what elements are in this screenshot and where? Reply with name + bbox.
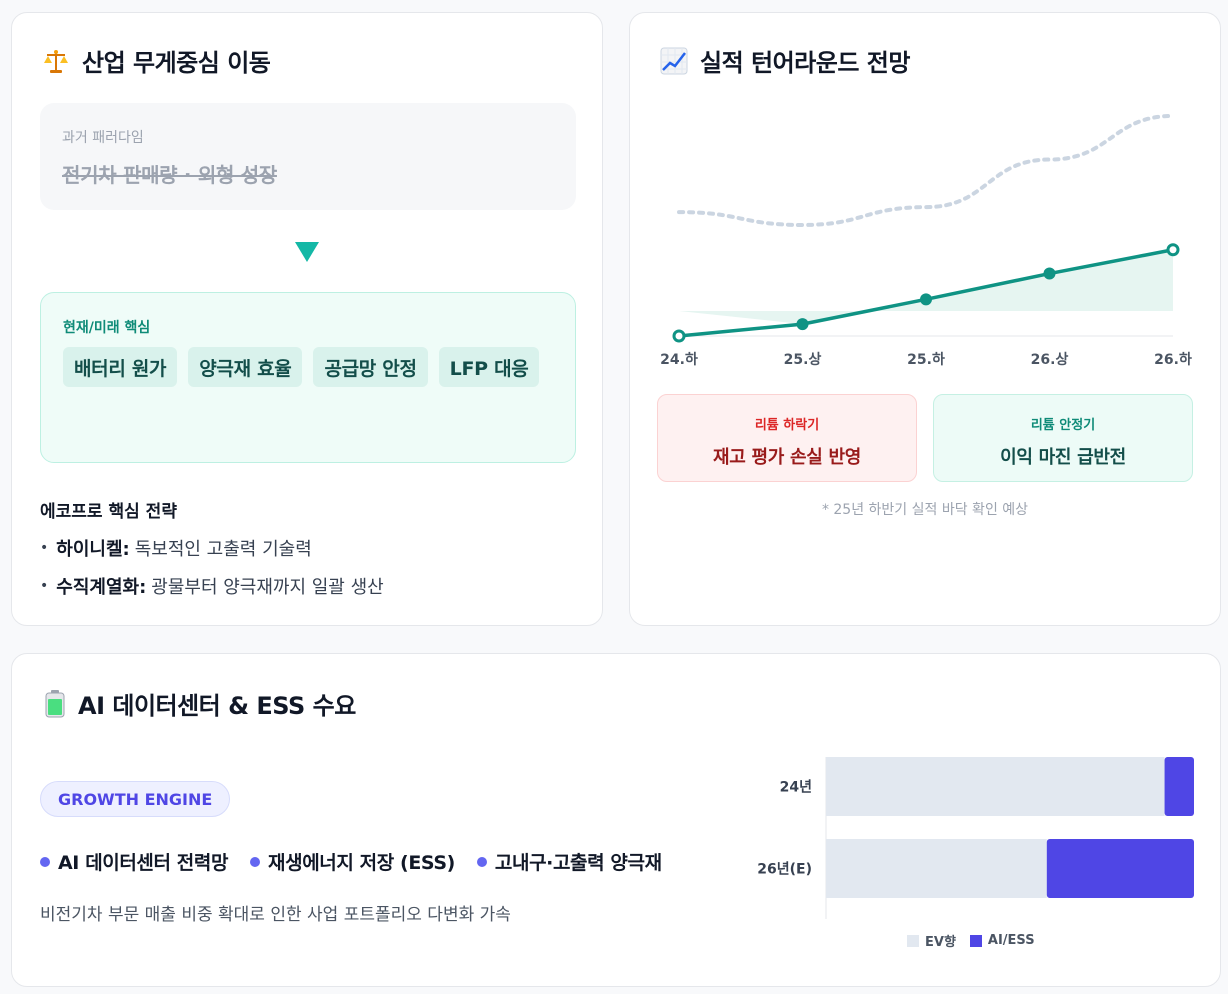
core-chip: 배터리 원가: [63, 347, 178, 387]
current-core-label: 현재/미래 핵심: [63, 320, 151, 336]
growth-engine-badge: GROWTH ENGINE: [40, 781, 231, 817]
industry-shift-card: 산업 무게중심 이동 과거 패러다임 전기차 판매량 · 외형 성장 현재/미래…: [11, 12, 603, 626]
dotted-series-line: [677, 113, 1175, 227]
bar-segment-ev: [826, 757, 1165, 816]
growth-item-label: AI 데이터센터 전력망: [58, 852, 229, 874]
revenue-mix-bar-chart: 24년 26년(E): [757, 757, 1194, 919]
core-chip: 양극재 효율: [188, 347, 303, 387]
x-tick-label: 24.하: [660, 351, 698, 368]
bar-segment-ai-ess: [1046, 839, 1194, 898]
turnaround-title-row: 실적 턴어라운드 전망: [660, 43, 910, 78]
growth-item: AI 데이터센터 전력망: [40, 848, 228, 875]
turnaround-title: 실적 턴어라운드 전망: [700, 49, 910, 77]
bullet-icon: [476, 856, 487, 867]
shift-title: 산업 무게중심 이동: [82, 49, 271, 77]
phase-stable-main: 이익 마진 급반전: [1000, 447, 1126, 468]
legend-swatch: [907, 934, 919, 947]
phase-down-sub: 리튬 하락기: [754, 418, 820, 433]
ai-ess-card: AI 데이터센터 & ESS 수요 GROWTH ENGINE AI 데이터센터…: [11, 653, 1221, 987]
bullet-icon: •: [40, 540, 49, 556]
legend-label: AI/ESS: [987, 933, 1035, 948]
legend-item: EV향: [907, 931, 956, 950]
core-chip: LFP 대응: [438, 347, 540, 387]
core-chip-list: 배터리 원가 양극재 효율 공급망 안정 LFP 대응: [63, 347, 563, 387]
strategy-item: • 수직계열화: 광물부터 양극재까지 일괄 생산: [40, 573, 384, 599]
legend-item: AI/ESS: [969, 931, 1035, 950]
turnaround-card: 실적 턴어라운드 전망 24.하 25.상 25.하 26.상 26.하 리튬 하락기 …: [629, 12, 1221, 626]
bar-segment-ev: [826, 839, 1047, 898]
phase-stable-sub: 리튬 안정기: [1030, 418, 1096, 433]
x-tick-label: 25.상: [784, 352, 822, 368]
battery-icon: [44, 689, 66, 718]
ai-title: AI 데이터센터 & ESS 수요: [78, 692, 356, 720]
current-core-box: 현재/미래 핵심 배터리 원가 양극재 효율 공급망 안정 LFP 대응: [40, 292, 576, 463]
ai-title-row: AI 데이터센터 & ESS 수요: [44, 686, 356, 721]
line-data-point: [796, 318, 809, 331]
lithium-down-phase: 리튬 하락기 재고 평가 손실 반영: [657, 394, 917, 482]
strategy-list: • 하이니켈: 독보적인 고출력 기술력 • 수직계열화: 광물부터 양극재까지…: [40, 535, 384, 611]
strategy-item-text: 독보적인 고출력 기술력: [134, 539, 312, 560]
line-data-point: [920, 293, 932, 306]
line-data-point: [1166, 243, 1180, 257]
past-paradigm-box: 과거 패러다임 전기차 판매량 · 외형 성장: [40, 103, 576, 210]
turnaround-line-chart: 24.하 25.상 25.하 26.상 26.하: [660, 113, 1192, 368]
growth-item-label: 재생에너지 저장 (ESS): [268, 852, 455, 874]
balance-scale-icon: [42, 47, 70, 75]
past-paradigm-label: 과거 패러다임: [62, 130, 144, 146]
bullet-icon: [40, 856, 50, 867]
chart-increasing-icon: [660, 47, 688, 75]
shift-title-row: 산업 무게중심 이동: [42, 43, 271, 78]
bullet-icon: [250, 856, 261, 867]
x-tick-label: 25.하: [907, 351, 945, 368]
legend-swatch: [969, 934, 982, 947]
phase-down-main: 재고 평가 손실 반영: [713, 447, 861, 468]
growth-description: 비전기차 부문 매출 비중 확대로 인한 사업 포트폴리오 다변화 가속: [40, 905, 511, 925]
lithium-stable-phase: 리튬 안정기 이익 마진 급반전: [933, 394, 1193, 482]
bar-category-label: 24년: [780, 780, 812, 796]
strategy-title: 에코프로 핵심 전략: [40, 502, 177, 522]
turnaround-footnote: * 25년 하반기 실적 바닥 확인 예상: [821, 502, 1029, 518]
strategy-item-key: 수직계열화:: [56, 577, 147, 598]
strategy-item: • 하이니켈: 독보적인 고출력 기술력: [40, 535, 384, 561]
x-tick-label: 26.상: [1031, 352, 1069, 368]
bullet-icon: •: [40, 578, 49, 594]
growth-item: 고내구·고출력 양극재: [476, 848, 662, 875]
solid-series-area: [679, 249, 1173, 325]
growth-item-label: 고내구·고출력 양극재: [494, 852, 662, 874]
core-chip: 공급망 안정: [313, 347, 428, 387]
strategy-item-text: 광물부터 양극재까지 일괄 생산: [151, 577, 384, 598]
line-data-point: [672, 329, 686, 343]
bar-legend: EV향 AI/ESS: [907, 931, 1035, 950]
strategy-item-key: 하이니켈:: [56, 539, 130, 560]
legend-label: EV향: [925, 935, 956, 950]
down-arrow-icon: [295, 242, 319, 262]
past-paradigm-text: 전기차 판매량 · 외형 성장: [62, 163, 277, 187]
bar-segment-ai-ess: [1164, 757, 1194, 816]
growth-item: 재생에너지 저장 (ESS): [250, 848, 455, 875]
line-data-point: [1043, 267, 1056, 280]
x-tick-label: 26.하: [1154, 351, 1192, 368]
bar-category-label: 26년(E): [757, 862, 812, 878]
growth-item-list: AI 데이터센터 전력망 재생에너지 저장 (ESS) 고내구·고출력 양극재: [40, 848, 662, 875]
